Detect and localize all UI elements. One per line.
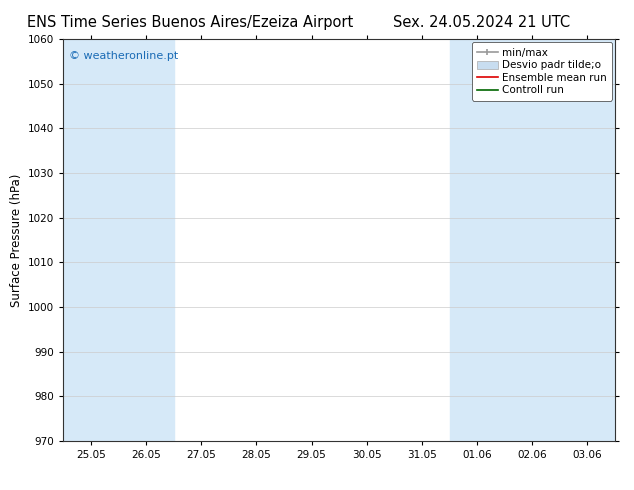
Text: © weatheronline.pt: © weatheronline.pt bbox=[69, 51, 178, 61]
Legend: min/max, Desvio padr tilde;o, Ensemble mean run, Controll run: min/max, Desvio padr tilde;o, Ensemble m… bbox=[472, 42, 612, 100]
Y-axis label: Surface Pressure (hPa): Surface Pressure (hPa) bbox=[10, 173, 23, 307]
Bar bbox=[450, 39, 560, 441]
Bar bbox=[560, 39, 615, 441]
Text: Sex. 24.05.2024 21 UTC: Sex. 24.05.2024 21 UTC bbox=[393, 15, 571, 30]
Text: ENS Time Series Buenos Aires/Ezeiza Airport: ENS Time Series Buenos Aires/Ezeiza Airp… bbox=[27, 15, 353, 30]
Bar bbox=[63, 39, 174, 441]
